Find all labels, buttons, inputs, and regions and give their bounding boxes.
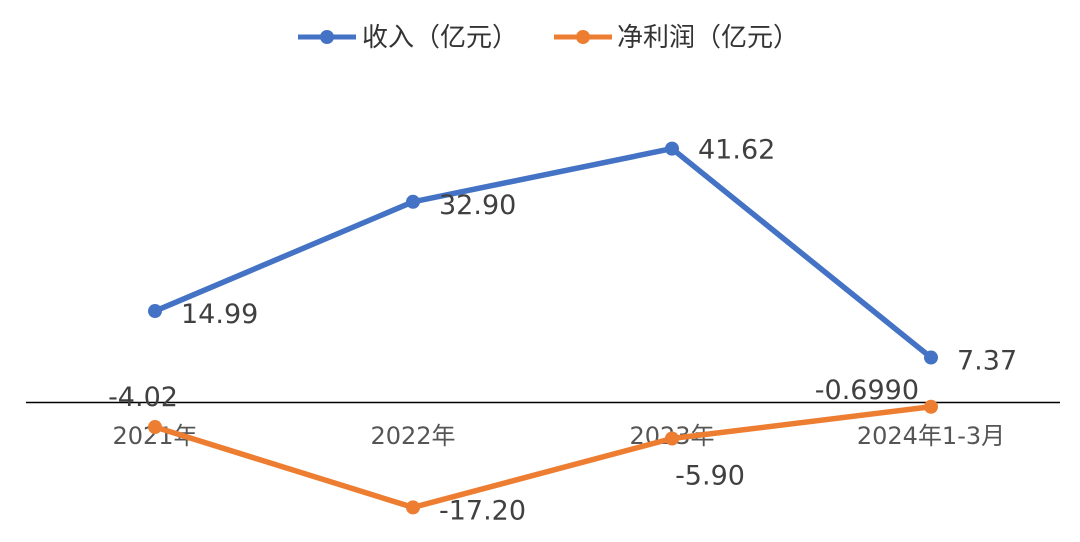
data-point-revenue xyxy=(924,350,938,365)
series-line-net-profit xyxy=(152,404,934,511)
legend-label-net-profit: 净利润（亿元） xyxy=(617,23,799,53)
data-point-revenue xyxy=(665,141,679,156)
legend-label-revenue: 收入（亿元） xyxy=(362,23,518,53)
data-point-net-profit xyxy=(924,399,938,414)
legend-marker-net-profit xyxy=(576,30,590,44)
data-point-net-profit xyxy=(406,500,420,515)
data-label-net-profit: -5.90 xyxy=(675,460,745,491)
data-label-net-profit: -17.20 xyxy=(439,495,526,526)
legend-item-net-profit: 净利润（亿元） xyxy=(554,23,799,53)
data-label-revenue: 7.37 xyxy=(957,346,1017,377)
data-label-net-profit: -0.6990 xyxy=(815,375,919,406)
legend-marker-revenue xyxy=(320,30,334,44)
data-label-revenue: 14.99 xyxy=(181,299,258,330)
legend-item-revenue: 收入（亿元） xyxy=(298,23,518,53)
data-point-revenue xyxy=(148,304,162,319)
data-point-net-profit xyxy=(665,431,679,446)
series-line-revenue xyxy=(152,145,934,361)
data-point-net-profit xyxy=(148,420,162,435)
x-tick-label: 2024年1-3月 xyxy=(857,422,1005,450)
legend: 收入（亿元） 净利润（亿元） xyxy=(298,23,799,53)
data-label-revenue: 41.62 xyxy=(698,135,775,166)
x-tick-label: 2022年 xyxy=(370,422,455,450)
data-label-revenue: 32.90 xyxy=(439,190,516,221)
data-label-net-profit: -4.02 xyxy=(108,382,178,413)
plot-area: 2021年2022年2023年2024年1-3月14.9932.9041.627… xyxy=(26,135,1060,526)
data-point-revenue xyxy=(406,194,420,209)
